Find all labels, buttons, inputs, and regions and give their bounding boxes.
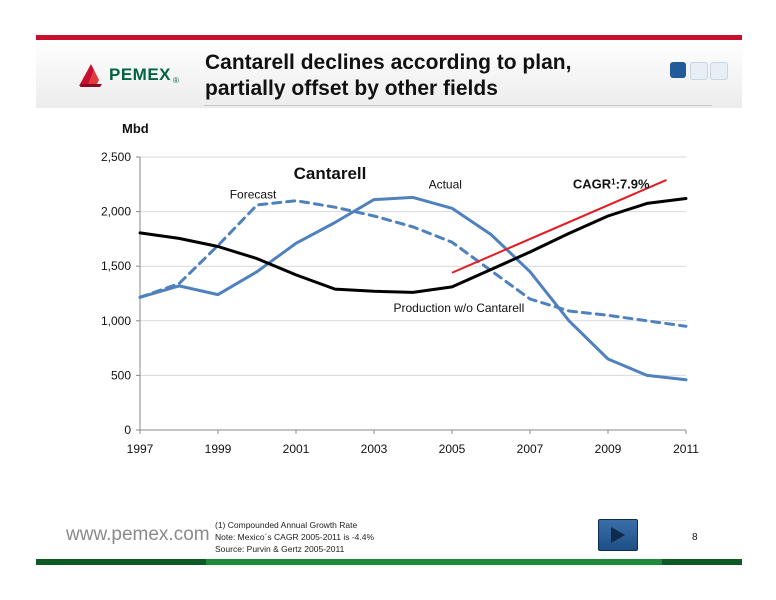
nav-square-1-icon [670, 62, 686, 78]
page-number: 8 [692, 532, 698, 543]
y-tick-label: 0 [124, 423, 131, 437]
x-tick-label: 2001 [283, 442, 310, 456]
top-brand-bar [36, 35, 742, 40]
series-line-production-w-o-cantarell [138, 197, 688, 294]
x-tick-label: 1999 [205, 442, 232, 456]
play-arrow-icon [611, 527, 625, 543]
series-line-forecast [138, 199, 688, 328]
x-tick-label: 2007 [517, 442, 544, 456]
x-tick-label: 2005 [439, 442, 466, 456]
y-tick-label: 2,500 [101, 150, 131, 164]
annotation-forecast: Forecast [230, 187, 277, 201]
bottom-bar-accent-right [662, 559, 742, 565]
slide-header [36, 40, 742, 108]
y-tick-label: 500 [111, 368, 131, 382]
header-divider [204, 105, 712, 106]
y-axis-title: Mbd [122, 121, 149, 136]
footnotes: (1) Compounded Annual Growth Rate Note: … [215, 519, 374, 555]
logo-registered-mark: ® [173, 75, 179, 85]
nav-square-2-icon [690, 62, 708, 80]
x-tick-label: 2009 [595, 442, 622, 456]
series-line-actual [138, 195, 688, 382]
next-slide-button[interactable] [598, 519, 638, 551]
nav-square-3-icon [710, 62, 728, 80]
footer-website[interactable]: www.pemex.com [66, 524, 210, 545]
slide-title-line-2: partially offset by other fields [205, 77, 498, 100]
chart-title: Cantarell [294, 164, 367, 183]
y-tick-label: 1,500 [101, 259, 131, 273]
logo-text: PEMEX [109, 65, 172, 84]
production-chart: 0 500 1,000 1,500 2,000 2,500 1997 1999 2001 2003… [101, 121, 699, 456]
x-tick-label: 2003 [361, 442, 388, 456]
footnote-1: (1) Compounded Annual Growth Rate [215, 520, 358, 530]
y-tick-label: 1,000 [101, 314, 131, 328]
slide-title-line-1: Cantarell declines according to plan, [205, 51, 572, 74]
x-tick-label: 2011 [673, 442, 699, 456]
bottom-bar-accent-left [36, 559, 206, 565]
annotation-production-w-o-cantarell: Production w/o Cantarell [394, 301, 525, 315]
cagr-trend-line [451, 179, 667, 274]
x-tick-label: 1997 [127, 442, 154, 456]
pemex-logo: PEMEX ® [76, 58, 179, 92]
y-tick-label: 2,000 [101, 205, 131, 219]
cagr-annotation: CAGR1:7.9% [573, 177, 650, 192]
footnote-3: Source: Purvin & Gertz 2005-2011 [215, 544, 345, 554]
footnote-2: Note: Mexico´s CAGR 2005-2011 is -4.4% [215, 532, 375, 542]
bottom-brand-bar [36, 559, 742, 565]
annotation-actual: Actual [429, 178, 462, 192]
pemex-eagle-icon [79, 64, 102, 87]
slide-title: Cantarell declines according to plan, pa… [205, 50, 665, 102]
